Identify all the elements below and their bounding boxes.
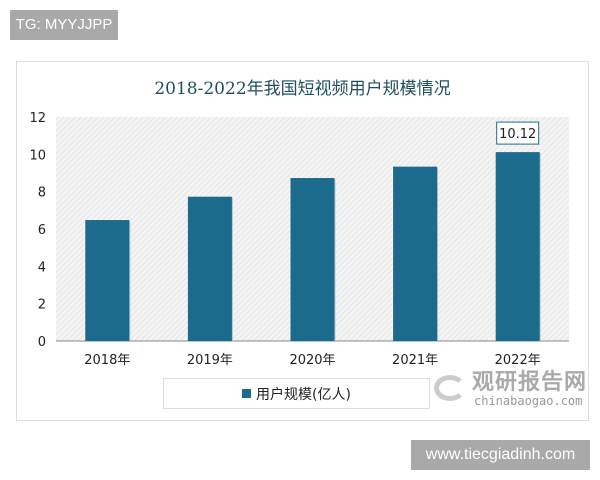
data-label: 10.12 — [499, 127, 536, 142]
x-tick-label: 2019年 — [187, 353, 233, 368]
logo-text-en: chinabaogao.com — [474, 394, 583, 409]
legend-label: 用户规模(亿人) — [256, 386, 351, 403]
y-tick-label: 4 — [38, 260, 46, 275]
y-tick-label: 12 — [29, 111, 46, 126]
chart-plot: 0 2 4 6 8 10 12 2018年 2019年 2020年 2021年 2022年 10.12 — [29, 111, 569, 368]
y-tick-label: 10 — [29, 148, 46, 163]
legend-swatch — [242, 389, 252, 398]
y-tick-label: 0 — [38, 335, 46, 350]
x-tick-label: 2022年 — [495, 353, 541, 368]
y-tick-label: 2 — [38, 298, 46, 313]
x-tick-label: 2018年 — [84, 353, 130, 368]
x-tick-label: 2020年 — [289, 353, 335, 368]
chart-card: 2018-2022年我国短视频用户规模情况 0 2 4 6 8 10 12 2018年 2019… — [16, 61, 589, 421]
y-tick-label: 8 — [38, 186, 46, 201]
chart-title: 2018-2022年我国短视频用户规模情况 — [154, 79, 451, 99]
x-tick-label: 2021年 — [392, 353, 438, 368]
bar — [85, 220, 130, 341]
logo-icon — [434, 375, 466, 401]
data-label-box — [496, 121, 540, 145]
bar — [393, 166, 438, 341]
legend: 用户规模(亿人) — [163, 378, 430, 409]
bar — [495, 152, 540, 341]
watermark-tag: TG: MYYJJPP — [10, 10, 118, 40]
bar — [290, 178, 335, 341]
chinabaogao-logo: 观研报告网 chinabaogao.com — [432, 370, 588, 409]
bar — [187, 196, 232, 341]
site-watermark: www.tiecgiadinh.com — [411, 440, 590, 470]
logo-text-cn: 观研报告网 — [472, 370, 588, 395]
y-tick-label: 6 — [38, 223, 46, 238]
